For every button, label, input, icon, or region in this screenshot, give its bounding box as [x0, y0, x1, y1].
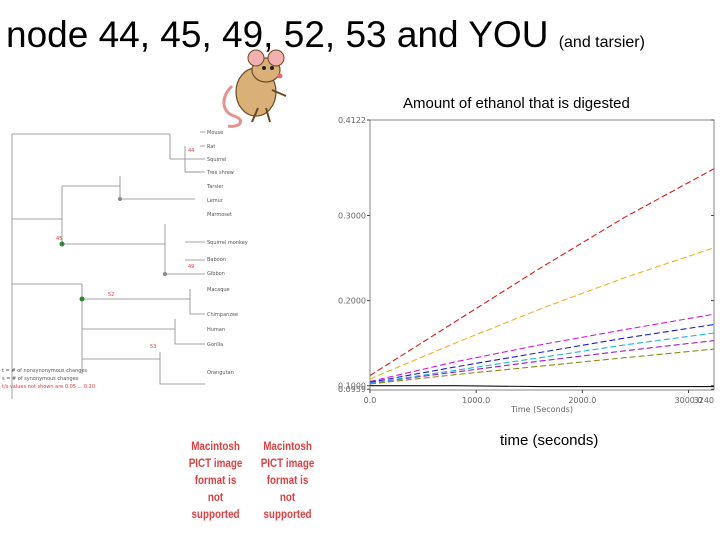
taxon-label: Squirrel [207, 157, 226, 163]
series-line-yellow [369, 247, 715, 380]
x-axis-label: Time (Seconds) [510, 405, 573, 414]
series-line-olive [369, 348, 715, 385]
series-line-magenta [369, 313, 715, 383]
node-label: 52 [108, 292, 114, 298]
series-line-blue [369, 323, 715, 383]
taxon-label: Squirrel monkey [207, 240, 248, 246]
slide-title: node 44, 45, 49, 52, 53 and YOU (and tar… [6, 14, 645, 56]
slide-title-sub: (and tarsier) [558, 34, 645, 51]
taxon-label: Rat [207, 144, 215, 150]
phylogenetic-tree: Mouse Rat Squirrel Tree shrew Tarsier Le… [2, 130, 248, 399]
y-tick-label: 0.3000 [338, 212, 366, 221]
y-tick-label: 0.2000 [338, 297, 366, 306]
taxon-label: Macaque [207, 287, 230, 293]
taxon-label: Human [207, 327, 225, 333]
taxon-label: Tree shrew [206, 170, 234, 176]
tree-taxa-labels: Mouse Rat Squirrel Tree shrew Tarsier Le… [206, 130, 248, 376]
series-line-cyan [369, 332, 715, 384]
node-label: 45 [56, 236, 62, 242]
tree-legend-line: s = # of synonymous changes [2, 376, 79, 382]
node-label: 53 [150, 344, 156, 350]
series-line-red [369, 168, 715, 376]
tree-node-markers [59, 197, 167, 302]
taxon-label: Lemur [207, 198, 224, 204]
taxon-label: Baboon [207, 257, 226, 263]
x-tick-label: 2000.0 [568, 396, 596, 405]
taxon-label: Gibbon [207, 271, 225, 277]
taxon-label: Marmoset [207, 212, 232, 218]
chart-title: Amount of ethanol that is digested [403, 95, 630, 112]
x-tick-label: 1000.0 [462, 396, 490, 405]
taxon-label: Gorilla [207, 342, 223, 348]
x-axis-caption: time (seconds) [500, 432, 599, 449]
x-tick-label: 3000.0 [675, 396, 703, 405]
y-tick-label: 0.1000 [338, 382, 366, 391]
tree-legend-line: t = # of nonsynonymous changes [2, 368, 88, 374]
x-tick-label: 3240 [694, 396, 714, 405]
plot-frame [369, 119, 715, 391]
taxon-label: Tarsier [206, 184, 224, 190]
mouse-cartoon-icon [222, 49, 287, 128]
unsupported-image-placeholder: Macintosh PICT image format is not suppo… [260, 439, 315, 521]
series-line-black [370, 385, 714, 388]
tree-legend-line: t/s values not shown are 0.05 ... 0.20 [2, 384, 95, 390]
tree-legend: t = # of nonsynonymous changes s = # of … [2, 368, 95, 390]
y-tick-label: 0.0959 [338, 385, 366, 394]
taxon-label: Mouse [207, 130, 223, 136]
slide-title-main: node 44, 45, 49, 52, 53 and YOU [6, 14, 549, 55]
y-tick-label: 0.4122 [338, 116, 366, 125]
tree-branches [11, 131, 205, 399]
tree-node-labels: 44 45 49 52 53 [56, 148, 194, 350]
series-line-purple [369, 340, 715, 384]
node-label: 49 [188, 264, 194, 270]
node-label: 44 [188, 148, 194, 154]
x-tick-label: 0.0 [364, 396, 377, 405]
unsupported-image-placeholder: Macintosh PICT image format is not suppo… [188, 439, 243, 521]
taxon-label: Orangutan [207, 370, 234, 376]
taxon-label: Chimpanzee [207, 312, 238, 318]
